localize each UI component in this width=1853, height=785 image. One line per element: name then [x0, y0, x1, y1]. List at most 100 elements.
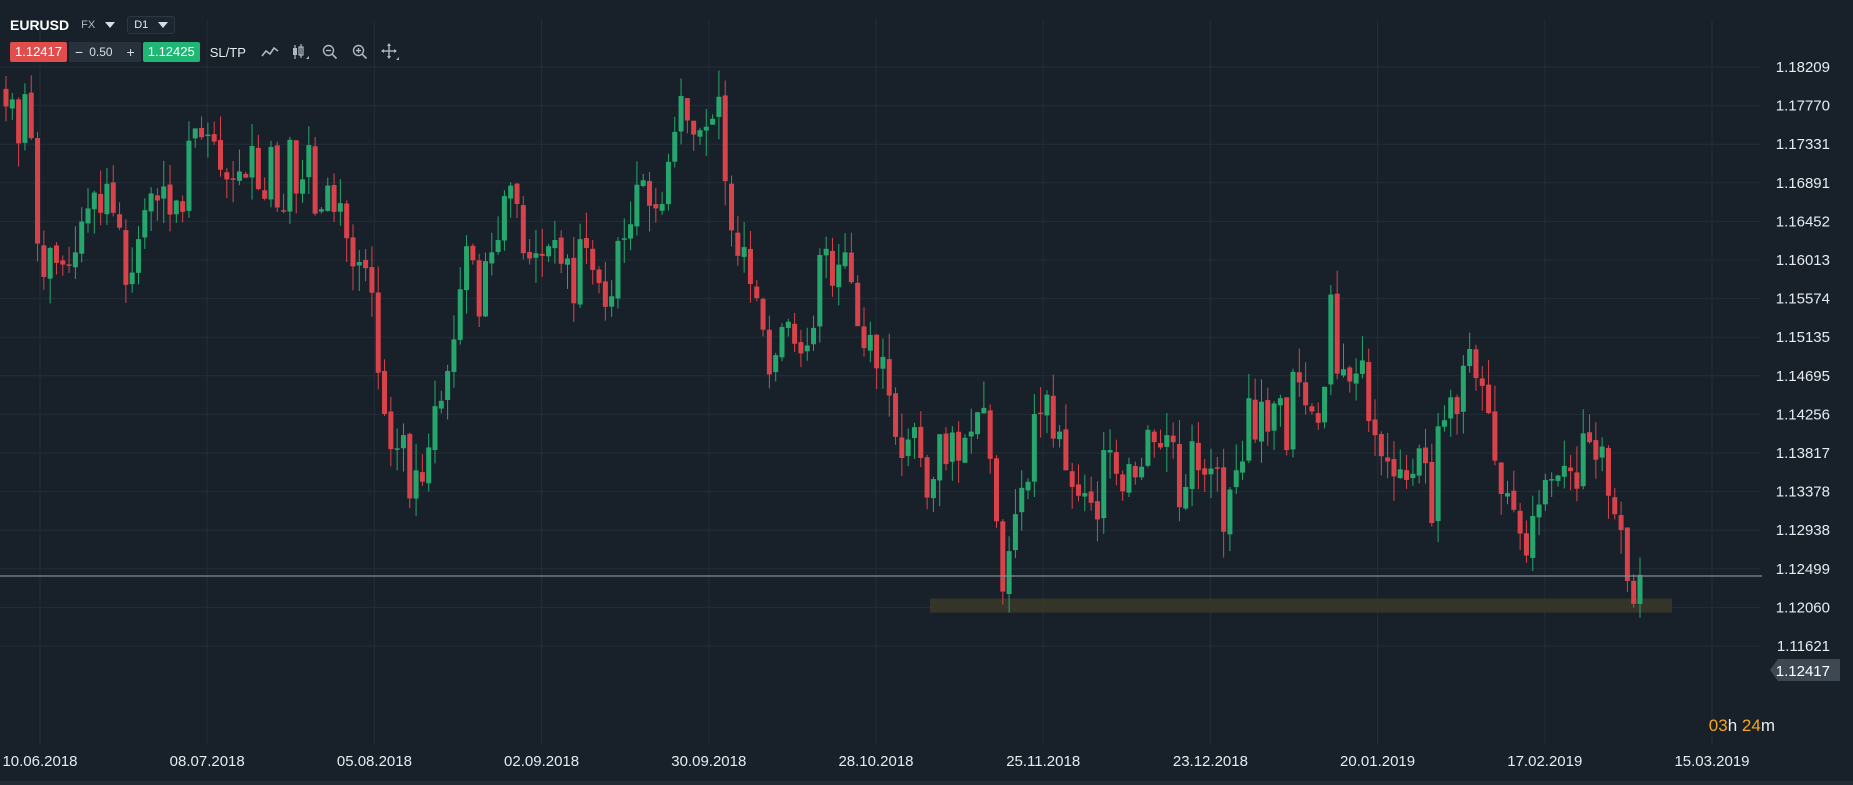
candle-body	[1076, 484, 1082, 496]
candle-body	[104, 183, 110, 215]
candle-body	[1536, 504, 1542, 518]
candle-body	[205, 134, 211, 137]
symbol-dropdown-chevron-down-icon[interactable]	[105, 22, 116, 28]
candle-body	[98, 193, 104, 213]
candle-body	[16, 99, 22, 144]
candle-body	[741, 247, 747, 257]
candle-body	[1202, 468, 1208, 475]
y-tick-label: 1.15574	[1776, 291, 1830, 308]
y-tick-label: 1.12938	[1776, 522, 1830, 539]
candle-body	[653, 204, 659, 209]
candle-body	[249, 146, 255, 178]
candle-body	[243, 173, 249, 178]
candle-body	[640, 180, 646, 186]
candle-body	[937, 434, 943, 481]
candle-body	[678, 95, 684, 132]
candle-body	[110, 182, 116, 213]
candle-body	[1359, 360, 1365, 374]
candle-body	[173, 200, 179, 215]
candle-body	[1227, 489, 1233, 535]
crosshair-icon[interactable]	[380, 42, 400, 62]
candle-body	[1050, 395, 1056, 439]
candle-body	[1094, 501, 1100, 520]
candle-body	[268, 146, 274, 200]
time-axis: 10.06.2018 08.07.2018 05.08.2018 02.09.2018…	[2, 753, 1749, 770]
candle-body	[1113, 452, 1119, 474]
candle-body	[211, 134, 217, 142]
candle-body	[91, 192, 97, 210]
x-tick-label: 05.08.2018	[337, 753, 412, 770]
candle-body	[1012, 514, 1018, 551]
candle-body	[1523, 533, 1529, 556]
candle-body	[470, 245, 476, 261]
candle-body	[489, 252, 495, 264]
candle-body	[1479, 378, 1485, 386]
candle-body	[1568, 467, 1574, 472]
candle-body	[287, 139, 293, 212]
candle-body	[192, 128, 198, 139]
candle-body	[413, 470, 419, 499]
candle-body	[1549, 479, 1555, 481]
candle-body	[79, 221, 85, 254]
candle-body	[1631, 580, 1637, 604]
sell-price-button[interactable]: 1.12417	[10, 42, 67, 62]
candle-body	[1057, 431, 1063, 440]
candle-body	[356, 261, 362, 266]
candle-body	[1221, 467, 1227, 532]
candle-body	[1542, 479, 1548, 505]
candle-body	[1195, 442, 1201, 471]
candle-body	[571, 257, 577, 304]
candle-body	[306, 145, 312, 178]
candle-body	[1454, 397, 1460, 415]
candle-body	[804, 345, 810, 352]
support-zone-layer	[930, 598, 1672, 613]
timeframe-label: D1	[134, 19, 149, 31]
buy-price-button[interactable]: 1.12425	[142, 42, 200, 62]
zoom-in-icon[interactable]	[350, 42, 370, 62]
candle-body	[823, 248, 829, 256]
candle-body	[583, 238, 589, 248]
candle-body	[508, 185, 514, 199]
timeframe-select[interactable]: D1	[127, 16, 176, 34]
candle-body	[331, 185, 337, 212]
y-tick-label: 1.14256	[1776, 406, 1830, 423]
candle-body	[735, 232, 741, 256]
candle-body	[1025, 481, 1031, 491]
x-tick-label: 02.09.2018	[504, 753, 579, 770]
candle-body	[848, 252, 854, 283]
line-chart-icon[interactable]	[260, 42, 280, 62]
candle-body	[60, 260, 66, 265]
zoom-out-icon[interactable]	[320, 42, 340, 62]
instrument-bar: EURUSD FX D1	[6, 14, 176, 36]
candle-body	[1637, 574, 1643, 604]
candle-body	[1139, 466, 1145, 478]
candle-body	[602, 281, 608, 307]
candle-body	[1460, 365, 1466, 412]
candle-body	[811, 327, 817, 345]
candle-body	[647, 181, 653, 206]
candles-layer	[3, 70, 1643, 618]
candle-body	[1366, 362, 1372, 422]
candle-body	[918, 426, 924, 458]
decrease-lot-button[interactable]: −	[75, 44, 84, 60]
candle-body	[1208, 468, 1214, 475]
candle-body	[634, 184, 640, 227]
candle-body	[855, 282, 861, 327]
x-tick-label: 15.03.2019	[1674, 753, 1749, 770]
candle-body	[1296, 372, 1302, 383]
y-tick-label: 1.17770	[1776, 98, 1830, 115]
candle-body	[22, 94, 28, 143]
candle-body	[817, 254, 823, 327]
candle-body	[350, 237, 356, 267]
candle-body	[1063, 429, 1069, 471]
candle-body	[501, 196, 507, 241]
y-tick-label: 1.16891	[1776, 175, 1830, 192]
candle-body	[394, 448, 400, 450]
increase-lot-button[interactable]: +	[126, 44, 135, 60]
candlestick-icon[interactable]	[290, 42, 310, 62]
candle-body	[1038, 412, 1044, 415]
sltp-button[interactable]: SL/TP	[209, 44, 246, 60]
candle-body	[1101, 450, 1107, 519]
candle-body	[9, 99, 15, 109]
